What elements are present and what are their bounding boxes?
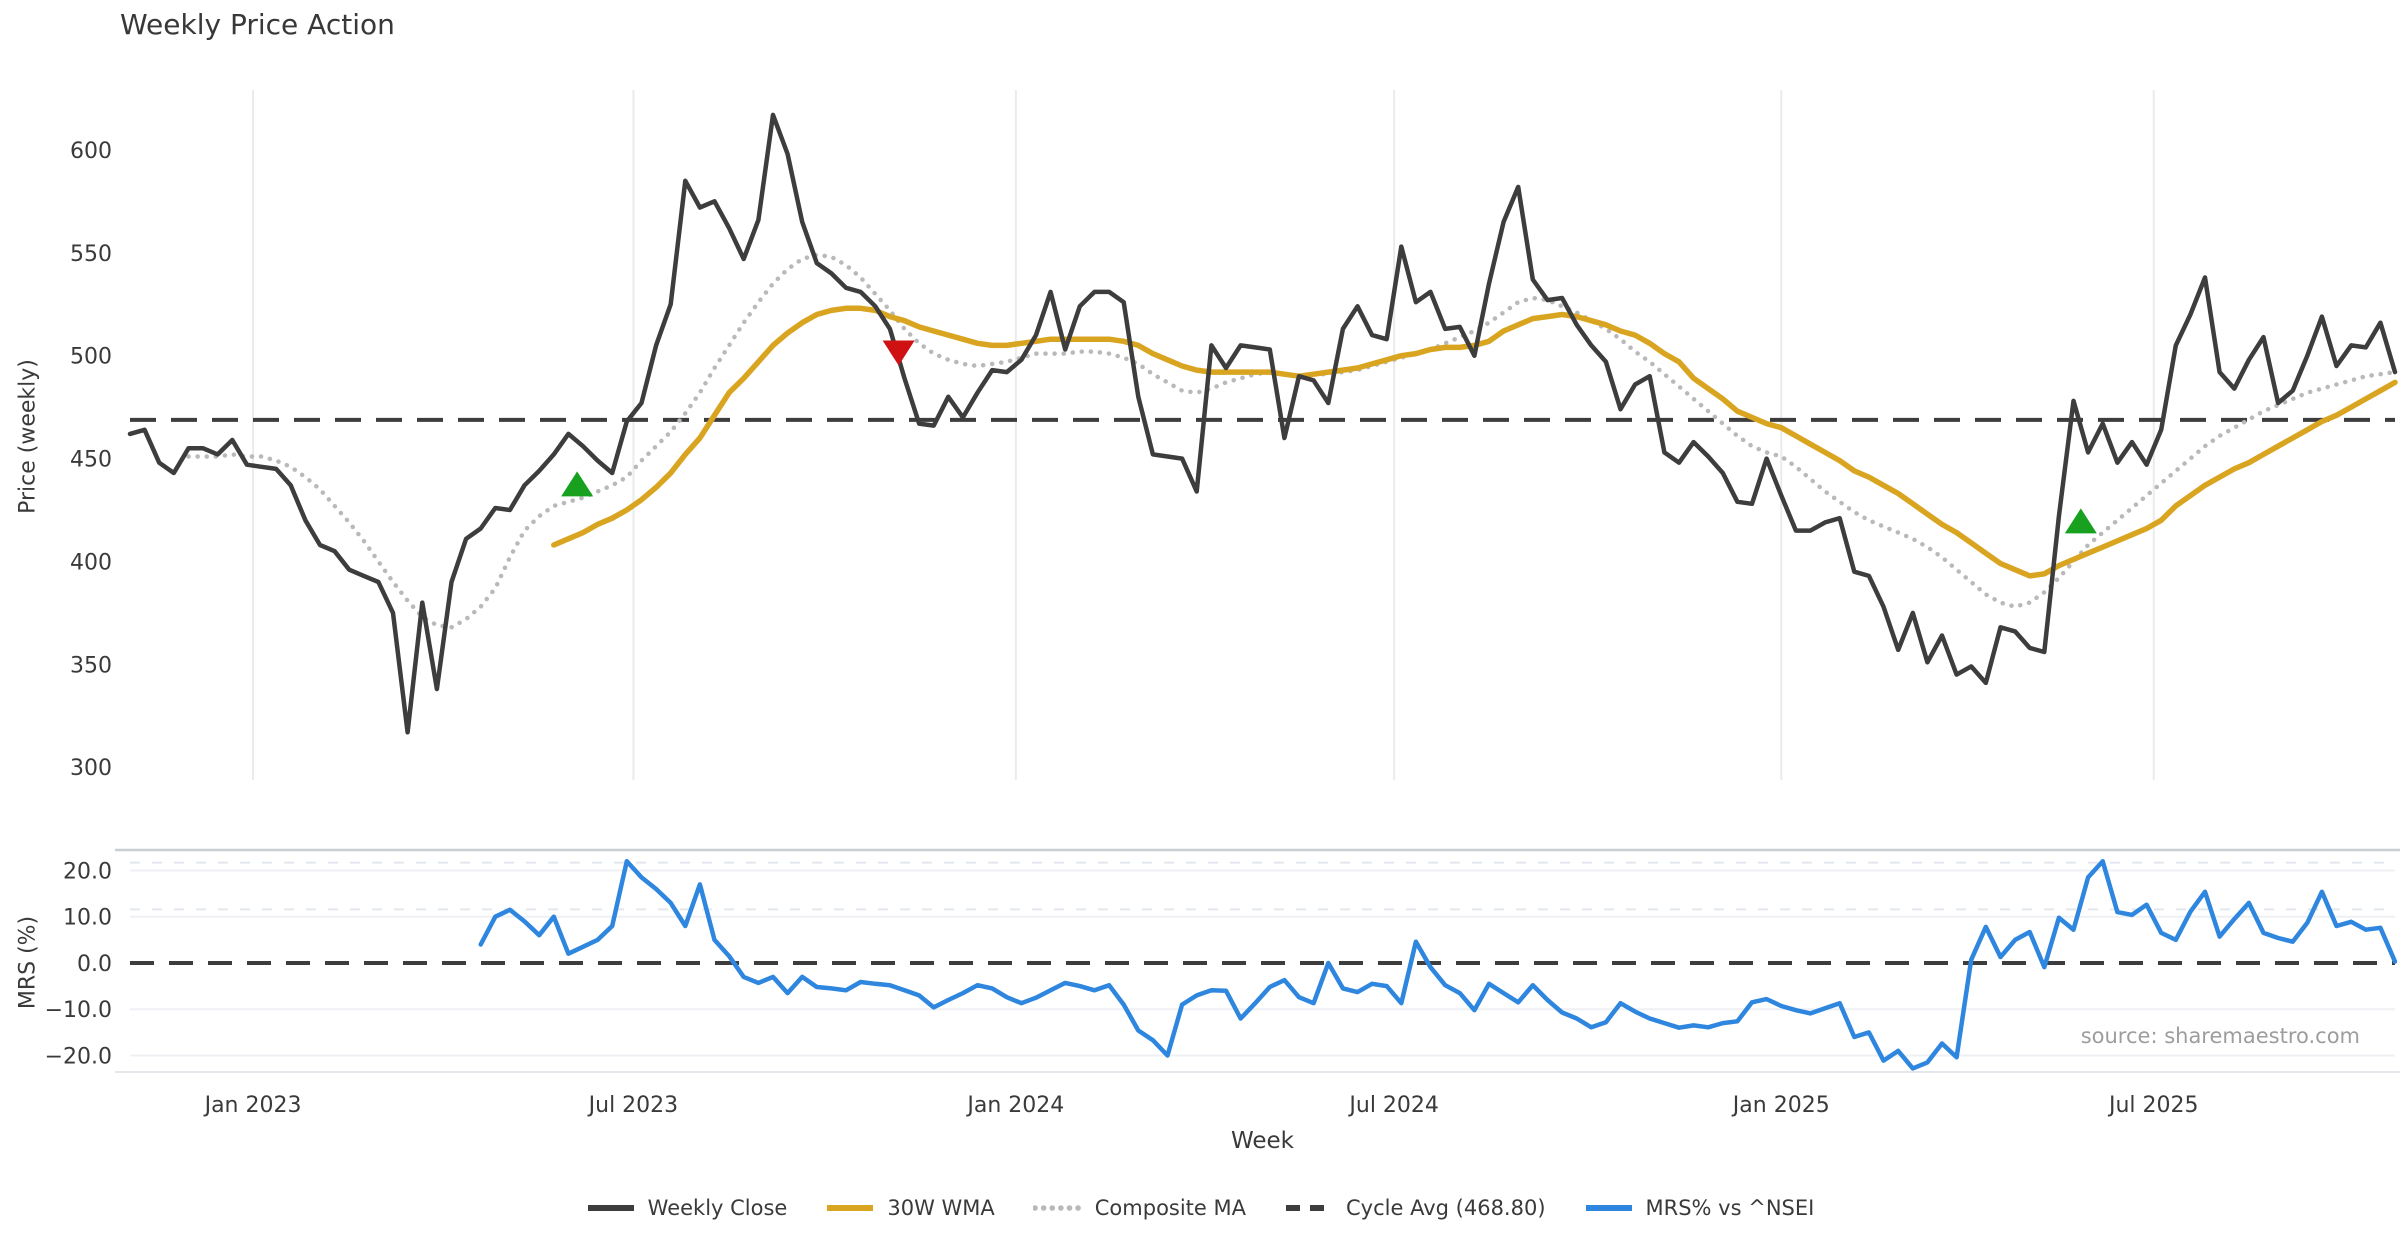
mrs-y-tick-label: 0.0 <box>77 952 112 977</box>
mrs-line <box>478 858 2398 1071</box>
price-y-tick-label: 550 <box>70 242 112 267</box>
price-y-tick-label: 500 <box>70 345 112 370</box>
legend-item-label: Composite MA <box>1094 1196 1247 1220</box>
legend-item-label: Cycle Avg (468.80) <box>1346 1196 1546 1220</box>
legend-swatch-line-icon <box>1286 1205 1333 1211</box>
legend-item-label: Weekly Close <box>647 1196 788 1220</box>
legend-item-weekly-close[interactable]: Weekly Close <box>586 1196 788 1220</box>
legend-item-30w-wma[interactable]: 30W WMA <box>825 1196 995 1220</box>
price-y-tick-label: 600 <box>70 139 112 164</box>
legend-item-label: 30W WMA <box>887 1196 995 1220</box>
composite-ma-line <box>186 252 2398 630</box>
chart-title: Weekly Price Action <box>120 8 395 41</box>
x-tick-label: Jan 2024 <box>965 1093 1064 1118</box>
price-y-tick-label: 450 <box>70 448 112 473</box>
source-attribution: source: sharemaestro.com <box>2080 1024 2360 1048</box>
x-tick-label: Jan 2023 <box>203 1093 302 1118</box>
x-tick-label: Jul 2024 <box>1347 1093 1439 1118</box>
buy-signal-marker <box>2064 508 2097 534</box>
buy-signal-marker <box>561 471 594 497</box>
x-axis-label: Week <box>1230 1128 1294 1154</box>
x-tick-label: Jan 2025 <box>1731 1093 1830 1118</box>
x-tick-label: Jul 2025 <box>2107 1093 2199 1118</box>
legend-item-mrs-vs-nsei[interactable]: MRS% vs ^NSEI <box>1584 1196 1815 1220</box>
price-y-tick-label: 350 <box>70 653 112 678</box>
mrs-y-tick-label: −10.0 <box>45 998 112 1023</box>
legend-swatch-line-icon <box>1032 1205 1083 1211</box>
price-y-tick-label: 300 <box>70 756 112 781</box>
price-y-tick-label: 400 <box>70 550 112 575</box>
mrs-y-tick-label: −20.0 <box>45 1044 112 1069</box>
legend-swatch-line-icon <box>827 1205 874 1211</box>
legend-item-cycle-avg-468-80-[interactable]: Cycle Avg (468.80) <box>1284 1196 1546 1220</box>
mrs-y-tick-label: 20.0 <box>63 859 112 884</box>
legend-item-composite-ma[interactable]: Composite MA <box>1032 1196 1247 1220</box>
legend-item-label: MRS% vs ^NSEI <box>1645 1196 1815 1220</box>
mrs-y-tick-label: 10.0 <box>63 906 112 931</box>
weekly-close-line <box>127 112 2398 735</box>
x-tick-label: Jul 2023 <box>587 1093 679 1118</box>
sell-signal-marker <box>882 340 915 366</box>
legend-swatch-line-icon <box>1585 1205 1632 1211</box>
legend-swatch-line-icon <box>587 1205 634 1211</box>
legend: Weekly Close 30W WMA Composite MA Cycle Avg… <box>0 1196 2400 1220</box>
